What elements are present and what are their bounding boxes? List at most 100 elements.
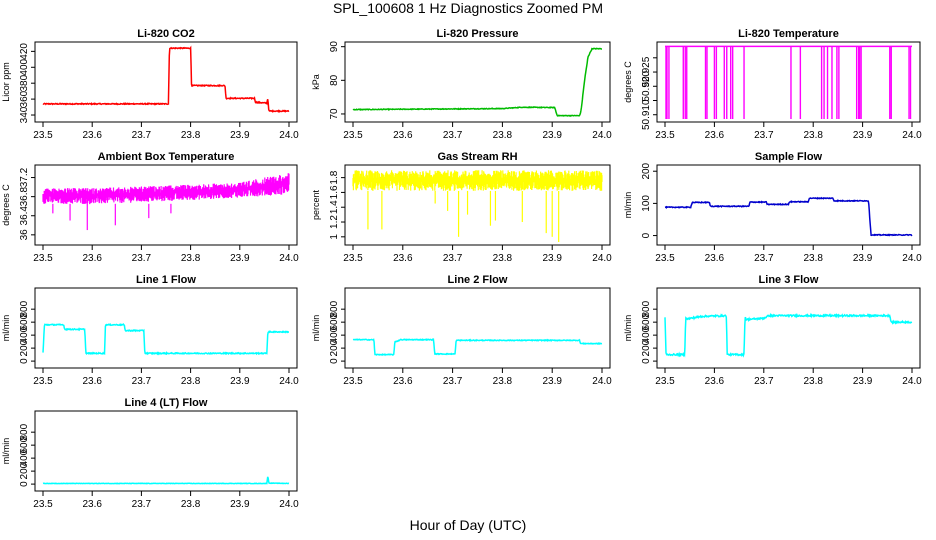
- panel-title: Line 4 (LT) Flow: [125, 397, 208, 409]
- data-layer: [42, 476, 290, 485]
- x-tick-label: 23.6: [705, 253, 725, 264]
- y-tick-label: 420: [19, 43, 30, 60]
- y-tick-label: 340: [19, 106, 30, 123]
- y-tick-label: 37.2: [19, 167, 30, 187]
- x-tick-label: 24.0: [902, 376, 922, 387]
- y-tick-label: 0: [19, 481, 30, 487]
- y-tick-label: 600: [19, 313, 30, 330]
- x-tick-label: 23.5: [33, 130, 53, 141]
- x-tick-label: 23.9: [230, 376, 250, 387]
- y-tick-label: 200: [19, 339, 30, 356]
- panel-title: Gas Stream RH: [437, 151, 517, 163]
- y-tick-label: 70: [329, 108, 340, 120]
- x-tick-label: 23.9: [230, 130, 250, 141]
- x-tick-label: 23.7: [132, 499, 152, 510]
- x-tick-label: 23.9: [853, 376, 873, 387]
- x-tick-label: 23.6: [82, 253, 102, 264]
- data-layer: [42, 322, 289, 356]
- x-tick-label: 23.9: [542, 253, 562, 264]
- y-tick-label: 400: [19, 59, 30, 76]
- y-axis-label: degrees C: [623, 61, 633, 103]
- plot-frame: [656, 287, 921, 369]
- x-tick-label: 24.0: [902, 253, 922, 264]
- y-tick-label: 800: [329, 300, 340, 317]
- x-tick-label: 24.0: [592, 376, 612, 387]
- panel-title: Line 3 Flow: [759, 274, 819, 286]
- y-tick-label: 200: [641, 162, 652, 179]
- x-tick-label: 23.6: [393, 130, 413, 141]
- x-tick-label: 23.8: [493, 130, 513, 141]
- panel-title: Li-820 Pressure: [437, 28, 519, 40]
- y-tick-label: 200: [329, 339, 340, 356]
- series-line: [352, 338, 603, 357]
- y-tick-label: 200: [19, 462, 30, 479]
- y-tick-label: 1.6: [329, 185, 340, 199]
- x-tick-label: 23.5: [655, 253, 675, 264]
- x-tick-label: 23.7: [754, 376, 774, 387]
- x-tick-label: 24.0: [279, 376, 299, 387]
- x-tick-label: 23.8: [181, 253, 201, 264]
- x-tick-label: 23.7: [132, 376, 152, 387]
- panel-title: Line 2 Flow: [448, 274, 508, 286]
- x-tick-label: 23.9: [542, 376, 562, 387]
- plot-frame: [344, 164, 611, 246]
- y-axis-label: percent: [311, 189, 321, 220]
- plot-frame: [34, 287, 298, 369]
- plot-frame: [656, 41, 921, 123]
- y-tick-label: 600: [19, 436, 30, 453]
- x-tick-label: 23.8: [803, 253, 823, 264]
- y-tick-label: 90: [329, 41, 340, 53]
- data-layer: [42, 173, 290, 231]
- y-tick-label: 400: [329, 326, 340, 343]
- panel-title: Line 1 Flow: [136, 274, 196, 286]
- x-tick-label: 23.7: [443, 130, 463, 141]
- y-tick-label: 1.2: [329, 215, 340, 229]
- x-tick-label: 23.5: [33, 253, 53, 264]
- x-tick-label: 23.8: [181, 499, 201, 510]
- data-layer: [664, 312, 913, 358]
- x-tick-label: 23.5: [33, 499, 53, 510]
- y-tick-label: 800: [641, 300, 652, 317]
- y-tick-label: 200: [641, 339, 652, 356]
- plot-frame: [344, 287, 611, 369]
- plot-frame: [34, 410, 298, 492]
- x-tick-label: 24.0: [592, 253, 612, 264]
- data-layer: [42, 45, 290, 113]
- plot-frame: [344, 41, 611, 123]
- series-line: [42, 476, 290, 485]
- y-tick-label: 0: [329, 358, 340, 364]
- chart-panel: Line 1 Flow 23.5 23.6 23.7 23.8 23.9 24.0 0 2004…: [1, 274, 299, 387]
- x-tick-label: 23.6: [82, 130, 102, 141]
- y-tick-label: 0: [641, 358, 652, 364]
- series-line: [664, 312, 913, 358]
- x-tick-label: 23.9: [542, 130, 562, 141]
- chart-panel: Sample Flow 23.5 23.6 23.7 23.8 23.9 24.0 0 100 2…: [623, 151, 922, 264]
- data-layer: [352, 170, 603, 242]
- plot-frame: [656, 164, 921, 246]
- panel-title: Li-820 Temperature: [738, 28, 839, 40]
- panel-title: Li-820 CO2: [137, 28, 194, 40]
- y-tick-label: 36.4: [19, 206, 30, 226]
- series-line: [664, 196, 913, 237]
- y-tick-label: 600: [641, 313, 652, 330]
- x-tick-label: 23.5: [33, 376, 53, 387]
- x-tick-label: 23.6: [82, 499, 102, 510]
- y-tick-label: 1.4: [329, 200, 340, 214]
- x-tick-label: 23.7: [754, 253, 774, 264]
- y-tick-label: 36: [19, 229, 30, 241]
- x-tick-label: 23.7: [132, 130, 152, 141]
- y-tick-label: 80: [329, 74, 340, 86]
- x-tick-label: 23.9: [230, 253, 250, 264]
- x-tick-label: 23.9: [853, 253, 873, 264]
- y-axis-label: degrees C: [1, 184, 11, 226]
- chart-panel: Line 2 Flow 23.5 23.6 23.7 23.8 23.9 24.0 0 2004…: [311, 274, 612, 387]
- x-tick-label: 23.8: [803, 376, 823, 387]
- x-tick-label: 23.6: [705, 376, 725, 387]
- y-tick-label: 0: [19, 358, 30, 364]
- x-tick-label: 24.0: [902, 130, 922, 141]
- data-layer: [664, 196, 913, 237]
- chart-panel: Line 4 (LT) Flow 23.5 23.6 23.7 23.8 23.9 24.0…: [1, 397, 299, 510]
- data-layer: [352, 338, 603, 357]
- y-tick-label: 400: [641, 326, 652, 343]
- x-tick-label: 23.8: [181, 376, 201, 387]
